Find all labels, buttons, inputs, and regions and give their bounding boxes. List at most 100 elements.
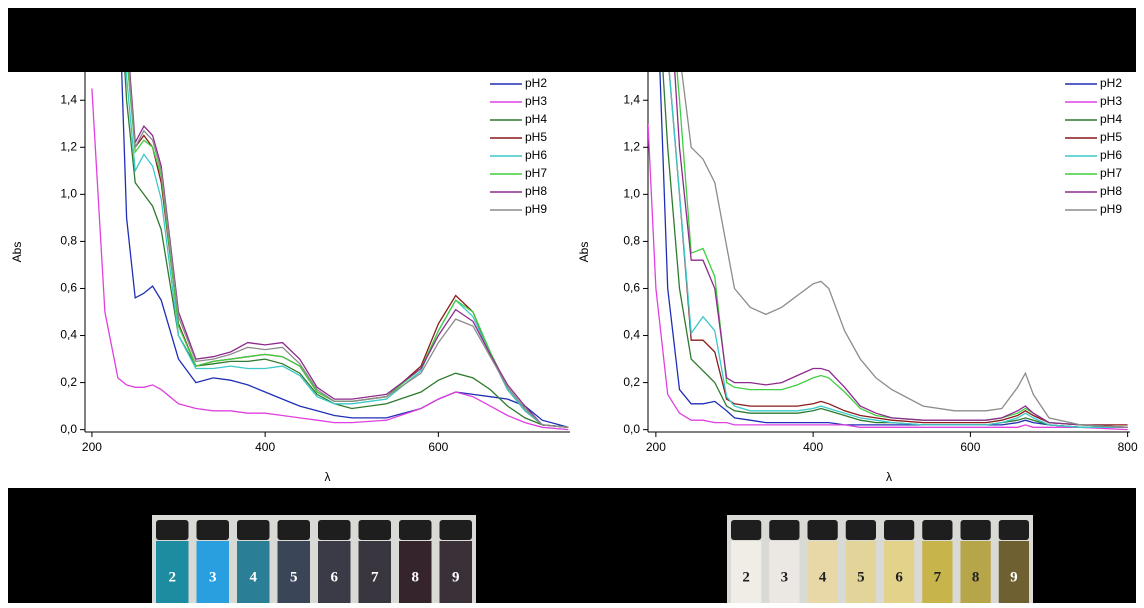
x-tick-label: 600 — [428, 440, 448, 454]
y-tick-label: 0,0 — [623, 422, 640, 436]
vial-label: 2 — [169, 569, 177, 585]
vial-cap — [196, 520, 229, 540]
vial-label: 9 — [452, 569, 460, 585]
vial-cap — [960, 520, 991, 540]
vial-cap — [922, 520, 953, 540]
vial-label: 5 — [290, 569, 298, 585]
y-tick-label: 0,6 — [623, 281, 640, 295]
legend-label: pH9 — [1100, 202, 1122, 216]
vial-cap — [439, 520, 472, 540]
legend-label: pH5 — [525, 130, 547, 144]
vial-cap — [998, 520, 1029, 540]
vial-cap — [769, 520, 800, 540]
x-tick-label: 800 — [1118, 440, 1138, 454]
vial-body — [807, 541, 838, 603]
vial-label: 9 — [1010, 569, 1018, 585]
legend-label: pH7 — [1100, 166, 1122, 180]
x-tick-label: 600 — [960, 440, 980, 454]
legend-label: pH8 — [525, 184, 547, 198]
vial-body — [196, 541, 229, 603]
x-tick-label: 400 — [255, 440, 275, 454]
legend-label: pH7 — [525, 166, 547, 180]
top-band — [8, 8, 1136, 72]
y-tick-label: 0,0 — [60, 422, 77, 436]
y-tick-label: 1,2 — [623, 139, 640, 153]
vial-body — [769, 541, 800, 603]
legend-label: pH2 — [525, 76, 547, 90]
data-line — [128, 72, 569, 428]
vial-cap — [884, 520, 915, 540]
vial-label: 6 — [331, 569, 339, 585]
x-axis-label: λ — [886, 470, 892, 484]
vial-label: 5 — [857, 569, 865, 585]
vial-cap — [399, 520, 432, 540]
vial-label: 7 — [371, 569, 379, 585]
vial-label: 8 — [972, 569, 980, 585]
vial-body — [960, 541, 991, 603]
vial-label: 4 — [819, 569, 827, 585]
data-line — [648, 123, 1128, 431]
y-tick-label: 1,0 — [60, 187, 77, 201]
data-line — [668, 72, 1128, 426]
vial-label: 7 — [934, 569, 942, 585]
y-tick-label: 1,0 — [623, 187, 640, 201]
vial-body — [731, 541, 762, 603]
legend-label: pH5 — [1100, 130, 1122, 144]
vial-cap — [731, 520, 762, 540]
y-tick-label: 1,4 — [623, 92, 640, 106]
y-tick-label: 0,6 — [60, 281, 77, 295]
data-line — [668, 72, 1128, 428]
legend-label: pH8 — [1100, 184, 1122, 198]
data-line — [127, 72, 569, 428]
vial-cap — [845, 520, 876, 540]
data-line — [681, 72, 1128, 428]
vial-label: 2 — [742, 569, 750, 585]
legend-label: pH6 — [1100, 148, 1122, 162]
legend-label: pH9 — [525, 202, 547, 216]
data-line — [121, 72, 569, 428]
vial-cap — [277, 520, 310, 540]
data-line — [674, 72, 1128, 428]
vial-body — [998, 541, 1029, 603]
vial-body — [237, 541, 270, 603]
vial-body — [845, 541, 876, 603]
vial-cap — [318, 520, 351, 540]
y-tick-label: 0,8 — [623, 234, 640, 248]
y-axis-label: Abs — [10, 242, 24, 263]
plot-area — [648, 72, 1128, 431]
legend-label: pH2 — [1100, 76, 1122, 90]
vial-label: 3 — [209, 569, 217, 585]
x-tick-label: 400 — [803, 440, 823, 454]
data-line — [124, 72, 569, 428]
legend-label: pH6 — [525, 148, 547, 162]
x-tick-label: 200 — [82, 440, 102, 454]
vial-label: 8 — [412, 569, 420, 585]
vial-label: 3 — [781, 569, 789, 585]
x-axis-label: λ — [325, 470, 331, 484]
legend-label: pH3 — [525, 94, 547, 108]
vial-body — [439, 541, 472, 603]
vial-body — [884, 541, 915, 603]
y-axis-label: Abs — [577, 242, 591, 263]
y-tick-label: 0,4 — [623, 328, 640, 342]
y-tick-label: 0,8 — [60, 234, 77, 248]
legend-label: pH4 — [525, 112, 547, 126]
data-line — [91, 88, 569, 431]
vial-cap — [807, 520, 838, 540]
legend-label: pH4 — [1100, 112, 1122, 126]
data-line — [125, 72, 569, 428]
legend-label: pH3 — [1100, 94, 1122, 108]
vial-body — [156, 541, 189, 603]
data-line — [129, 72, 569, 428]
vial-label: 6 — [895, 569, 903, 585]
vial-label: 4 — [250, 569, 258, 585]
plot-area — [91, 72, 569, 431]
vial-body — [277, 541, 310, 603]
data-line — [659, 72, 1128, 428]
data-line — [662, 72, 1128, 428]
y-tick-label: 1,4 — [60, 92, 77, 106]
vial-body — [399, 541, 432, 603]
x-tick-label: 200 — [646, 440, 666, 454]
